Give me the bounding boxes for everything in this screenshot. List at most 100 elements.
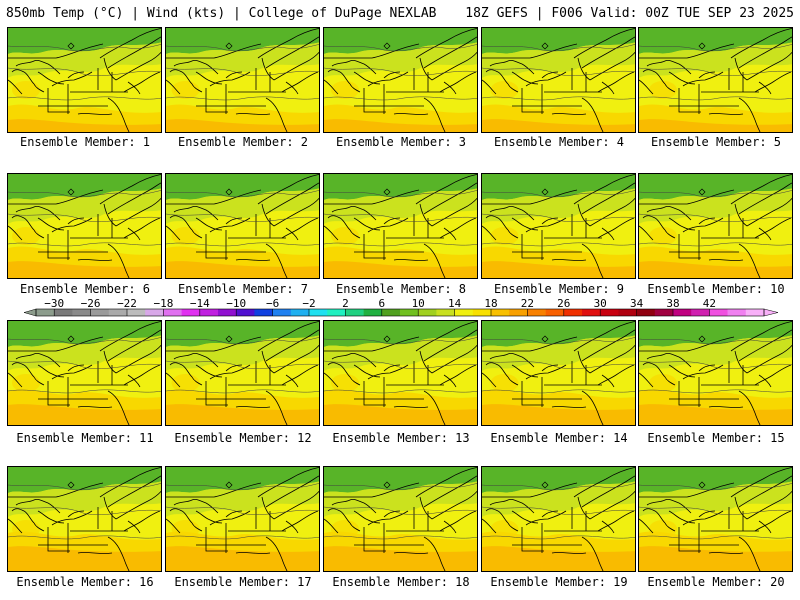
colorbar-swatch xyxy=(472,309,492,316)
colorbar-swatch xyxy=(199,309,219,316)
colorbar-swatch xyxy=(181,309,201,316)
colorbar-tick-label: −26 xyxy=(80,297,101,310)
colorbar-tick-label: −2 xyxy=(302,297,316,310)
ensemble-member-label: Ensemble Member: 4 xyxy=(493,135,625,149)
colorbar-swatch xyxy=(72,309,91,316)
ensemble-map-panel xyxy=(638,466,793,572)
header-right: 18Z GEFS | F006 Valid: 00Z TUE SEP 23 20… xyxy=(465,6,794,21)
colorbar xyxy=(23,308,779,317)
colorbar-tick-label: −18 xyxy=(153,297,174,310)
ensemble-member-label: Ensemble Member: 2 xyxy=(177,135,309,149)
colorbar-swatch xyxy=(600,309,619,316)
colorbar-swatch xyxy=(36,309,55,316)
ensemble-member-label: Ensemble Member: 12 xyxy=(174,431,312,445)
ensemble-member-label: Ensemble Member: 5 xyxy=(650,135,782,149)
colorbar-swatch xyxy=(709,309,728,316)
colorbar-swatch xyxy=(454,309,474,316)
ensemble-member-label: Ensemble Member: 11 xyxy=(16,431,154,445)
ensemble-map-panel xyxy=(323,173,478,279)
ensemble-member-label: Ensemble Member: 10 xyxy=(647,282,785,296)
colorbar-swatch xyxy=(654,309,674,316)
ensemble-map-panel xyxy=(638,27,793,133)
temperature-map xyxy=(639,467,792,571)
temperature-map xyxy=(639,174,792,278)
colorbar-swatch xyxy=(491,309,510,316)
ensemble-map-panel xyxy=(165,466,320,572)
colorbar-tick-label: 42 xyxy=(702,297,717,310)
header-left: 850mb Temp (°C) | Wind (kts) | College o… xyxy=(6,6,437,21)
colorbar-swatch xyxy=(254,309,273,316)
colorbar-tick-label: 6 xyxy=(378,297,386,310)
colorbar-tick-label: −30 xyxy=(44,297,65,310)
ensemble-map-panel xyxy=(481,466,636,572)
ensemble-member-label: Ensemble Member: 19 xyxy=(490,575,628,589)
colorbar-swatch xyxy=(636,309,656,316)
colorbar-swatch xyxy=(691,309,710,316)
colorbar-outline xyxy=(35,308,765,317)
colorbar-swatch xyxy=(381,309,401,316)
temperature-map xyxy=(482,28,635,132)
colorbar-swatch xyxy=(127,309,146,316)
ensemble-member-label: Ensemble Member: 16 xyxy=(16,575,154,589)
colorbar-swatch xyxy=(108,309,128,316)
temperature-map xyxy=(482,174,635,278)
colorbar-swatch xyxy=(509,309,528,316)
ensemble-map-panel xyxy=(323,466,478,572)
colorbar-tick-label: 26 xyxy=(557,297,571,310)
colorbar-tick-label: 30 xyxy=(593,297,607,310)
colorbar-swatch xyxy=(673,309,692,316)
colorbar-swatch xyxy=(527,309,546,316)
colorbar-tick-label: 10 xyxy=(411,297,425,310)
colorbar-swatch xyxy=(418,309,437,316)
temperature-map xyxy=(166,174,319,278)
ensemble-member-label: Ensemble Member: 6 xyxy=(19,282,151,296)
ensemble-map-panel xyxy=(165,320,320,426)
colorbar-swatch xyxy=(290,309,310,316)
colorbar-swatch xyxy=(436,309,455,316)
ensemble-map-panel xyxy=(7,466,162,572)
ensemble-map-panel xyxy=(7,320,162,426)
colorbar-tick-label: 2 xyxy=(342,297,349,310)
ensemble-map-panel xyxy=(7,27,162,133)
temperature-map xyxy=(166,28,319,132)
ensemble-map-panel xyxy=(481,320,636,426)
temperature-map xyxy=(8,467,161,571)
ensemble-map-panel xyxy=(638,173,793,279)
colorbar-swatch xyxy=(327,309,346,316)
colorbar-swatch xyxy=(309,309,328,316)
temperature-map xyxy=(324,467,477,571)
ensemble-member-label: Ensemble Member: 17 xyxy=(174,575,312,589)
colorbar-low-arrow xyxy=(23,308,37,317)
temperature-map xyxy=(639,321,792,425)
ensemble-map-panel xyxy=(165,173,320,279)
colorbar-tick-label: −10 xyxy=(226,297,247,310)
colorbar-tick-label: 34 xyxy=(629,297,644,310)
colorbar-high-arrow xyxy=(763,308,779,317)
temperature-map xyxy=(482,321,635,425)
ensemble-map-panel xyxy=(323,320,478,426)
colorbar-tick-label: 18 xyxy=(484,297,498,310)
colorbar-swatch xyxy=(582,309,601,316)
ensemble-member-label: Ensemble Member: 15 xyxy=(647,431,785,445)
temperature-map xyxy=(166,321,319,425)
colorbar-tick-label: −14 xyxy=(189,297,210,310)
colorbar-swatch xyxy=(545,309,565,316)
colorbar-tick-label: 38 xyxy=(666,297,680,310)
ensemble-map-panel xyxy=(7,173,162,279)
temperature-map xyxy=(324,321,477,425)
colorbar-tick-label: 22 xyxy=(520,297,535,310)
ensemble-member-label: Ensemble Member: 9 xyxy=(493,282,625,296)
ensemble-map-panel xyxy=(481,27,636,133)
colorbar-swatch xyxy=(727,309,747,316)
colorbar-swatch xyxy=(90,309,110,316)
colorbar-swatch xyxy=(363,309,383,316)
ensemble-member-label: Ensemble Member: 8 xyxy=(335,282,467,296)
colorbar-swatch xyxy=(218,309,237,316)
ensemble-member-label: Ensemble Member: 20 xyxy=(647,575,785,589)
ensemble-map-panel xyxy=(165,27,320,133)
colorbar-tick-label: −6 xyxy=(265,297,280,310)
colorbar-swatch xyxy=(236,309,255,316)
colorbar-swatch xyxy=(618,309,637,316)
ensemble-member-label: Ensemble Member: 14 xyxy=(490,431,628,445)
colorbar-tick-label: −22 xyxy=(117,297,137,310)
